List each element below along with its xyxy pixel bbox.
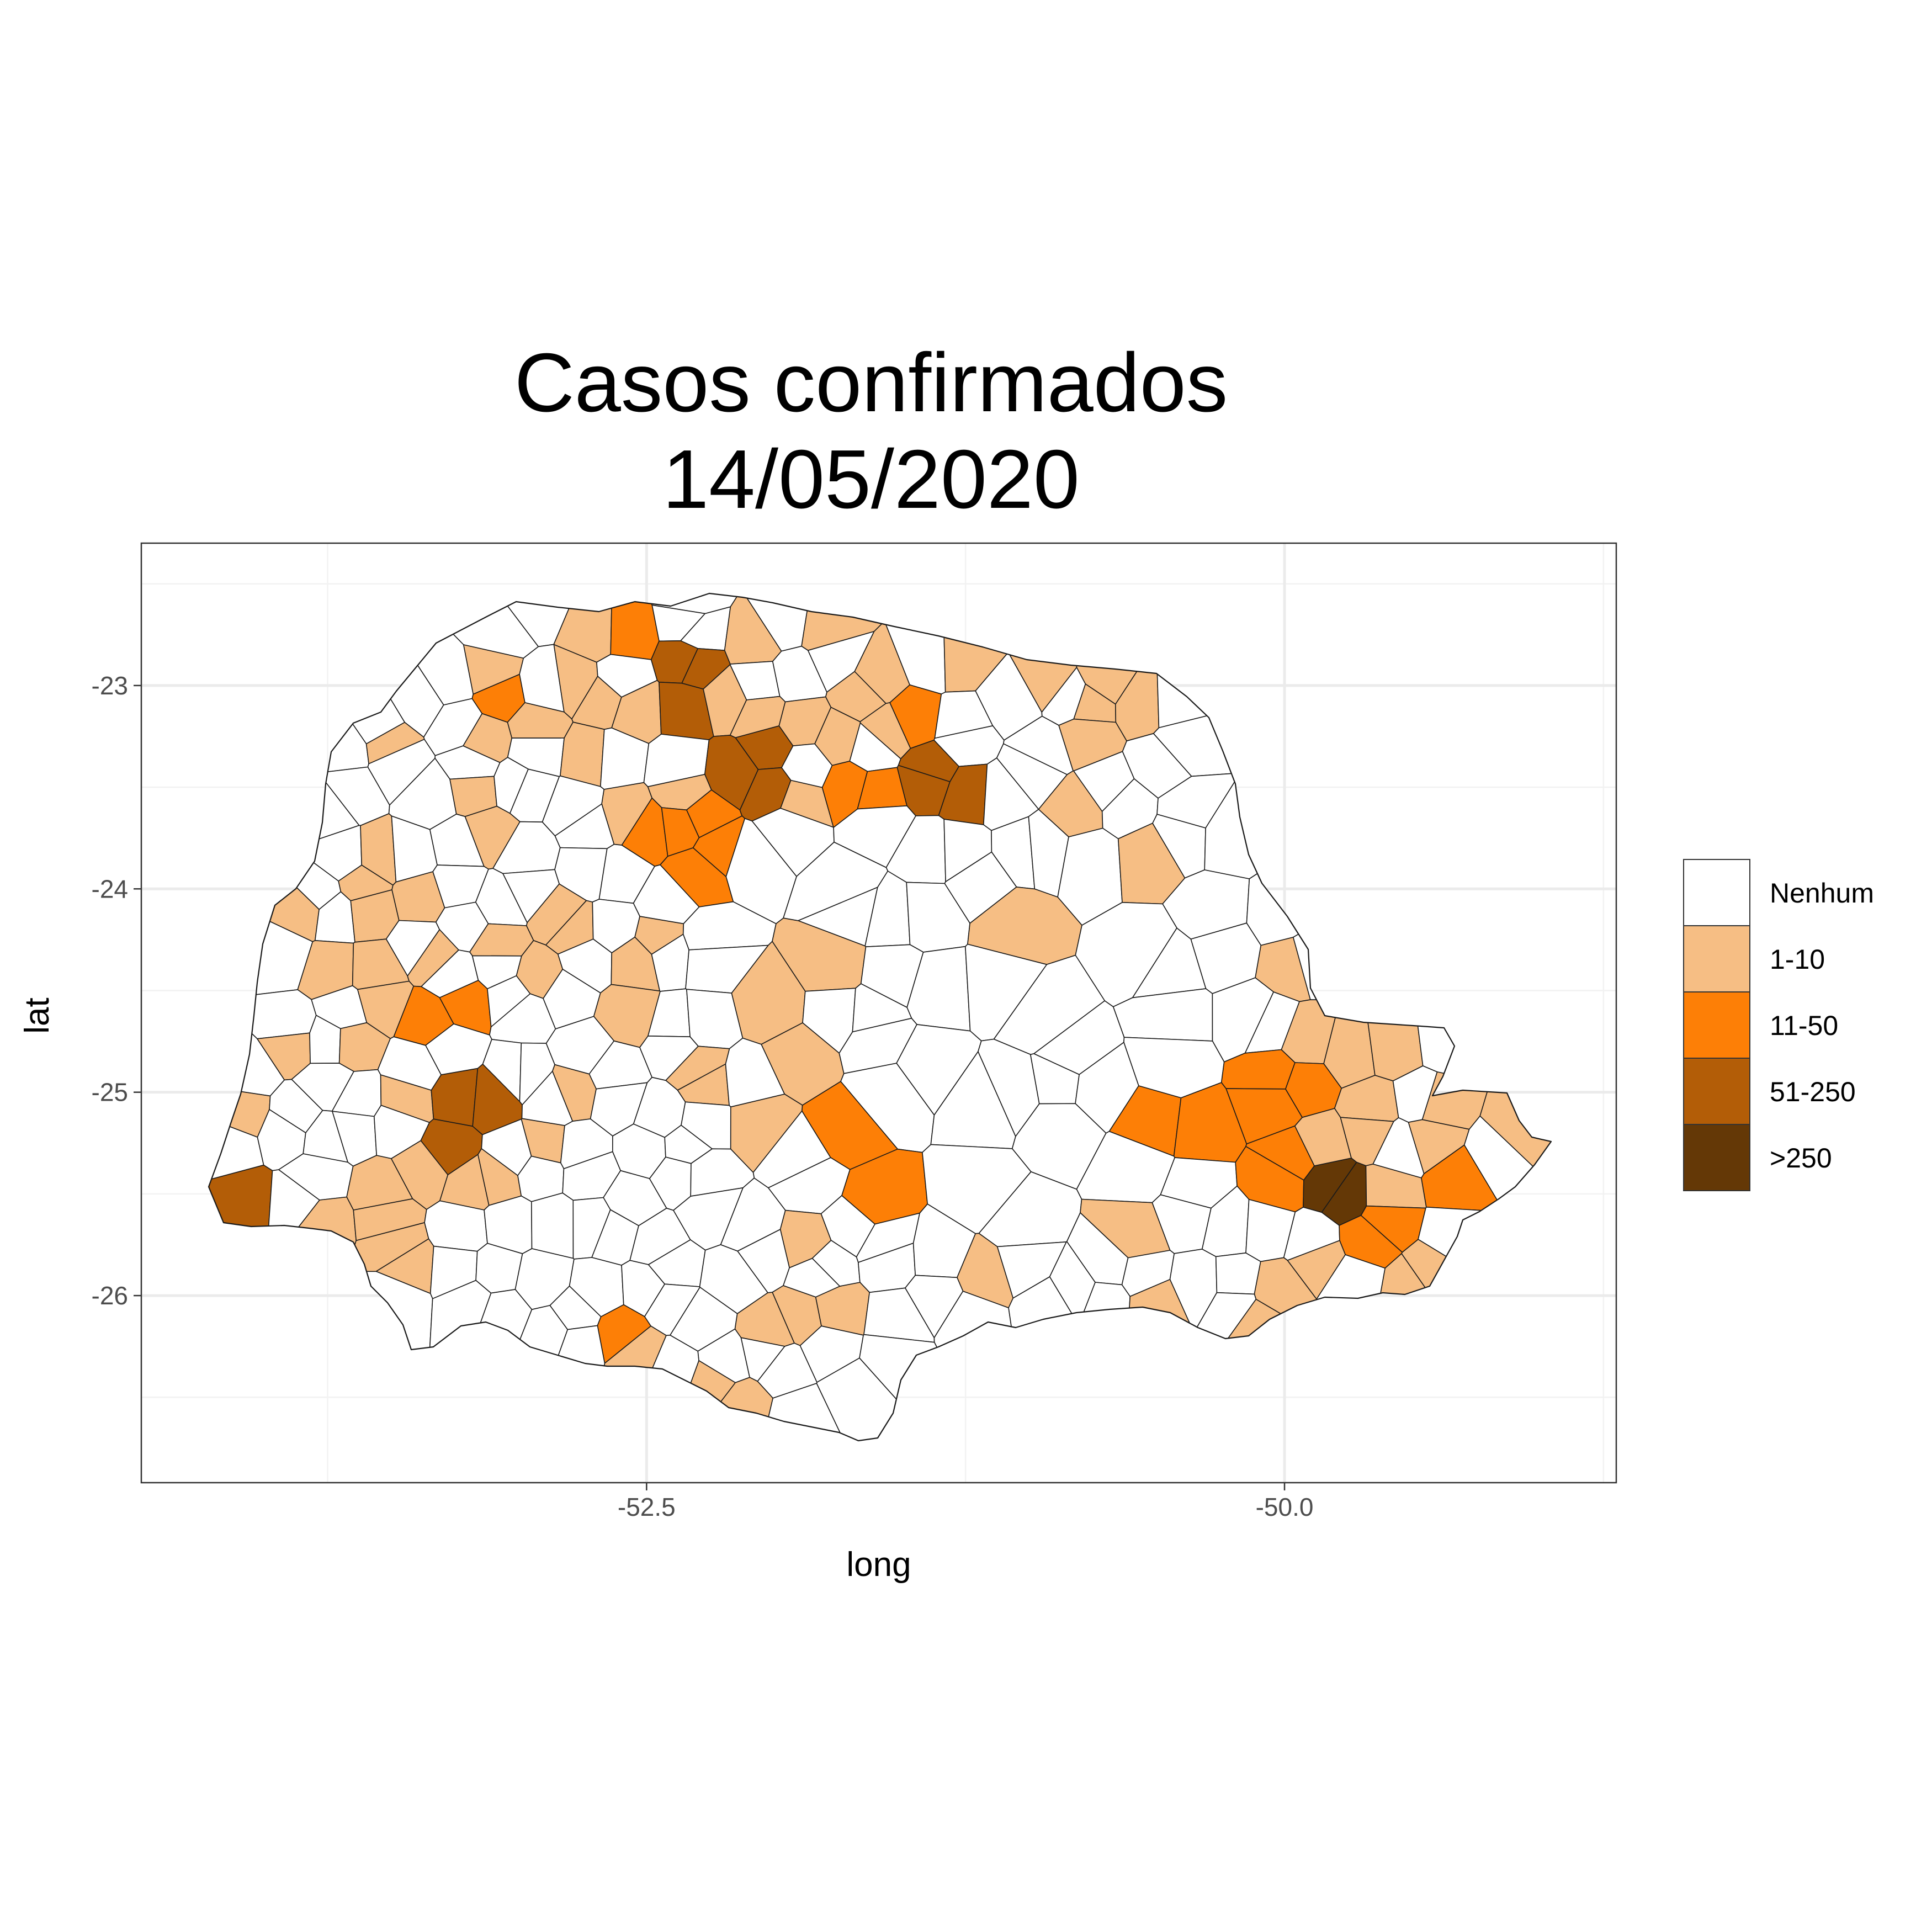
legend-label: Nenhum — [1770, 878, 1874, 909]
y-tick-label: -26 — [92, 1281, 128, 1310]
legend-key — [1683, 1124, 1750, 1191]
legend: Nenhum 1-10 11-50 51-250 >250 — [1683, 859, 1874, 1191]
map-panel — [140, 542, 1617, 1484]
y-axis: -23 -24 -25 -26 — [92, 671, 141, 1310]
y-tick-label: -24 — [92, 874, 128, 903]
legend-label: 1-10 — [1770, 944, 1825, 975]
chart-subtitle: 14/05/2020 — [662, 432, 1080, 526]
municipality — [424, 1200, 488, 1252]
legend-label: >250 — [1770, 1143, 1832, 1174]
legend-key — [1683, 925, 1750, 992]
chart-title: Casos confirmados — [514, 336, 1228, 429]
legend-key — [1683, 859, 1750, 926]
x-axis: -52.5 -50.0 — [618, 1483, 1314, 1521]
x-tick-label: -52.5 — [618, 1493, 676, 1521]
municipality — [531, 1192, 574, 1259]
municipality — [424, 593, 608, 647]
panel-border — [140, 542, 1617, 1484]
y-tick-label: -25 — [92, 1078, 128, 1107]
legend-key — [1683, 1058, 1750, 1125]
x-tick-label: -50.0 — [1256, 1493, 1314, 1521]
y-tick-label: -23 — [92, 671, 128, 700]
y-axis-label: lat — [18, 997, 56, 1033]
legend-label: 51-250 — [1770, 1076, 1856, 1107]
state-outline — [208, 592, 1552, 1442]
x-axis-label: long — [846, 1546, 911, 1584]
legend-label: 11-50 — [1770, 1010, 1838, 1041]
municipality — [1215, 1252, 1261, 1295]
legend-key — [1683, 991, 1750, 1059]
